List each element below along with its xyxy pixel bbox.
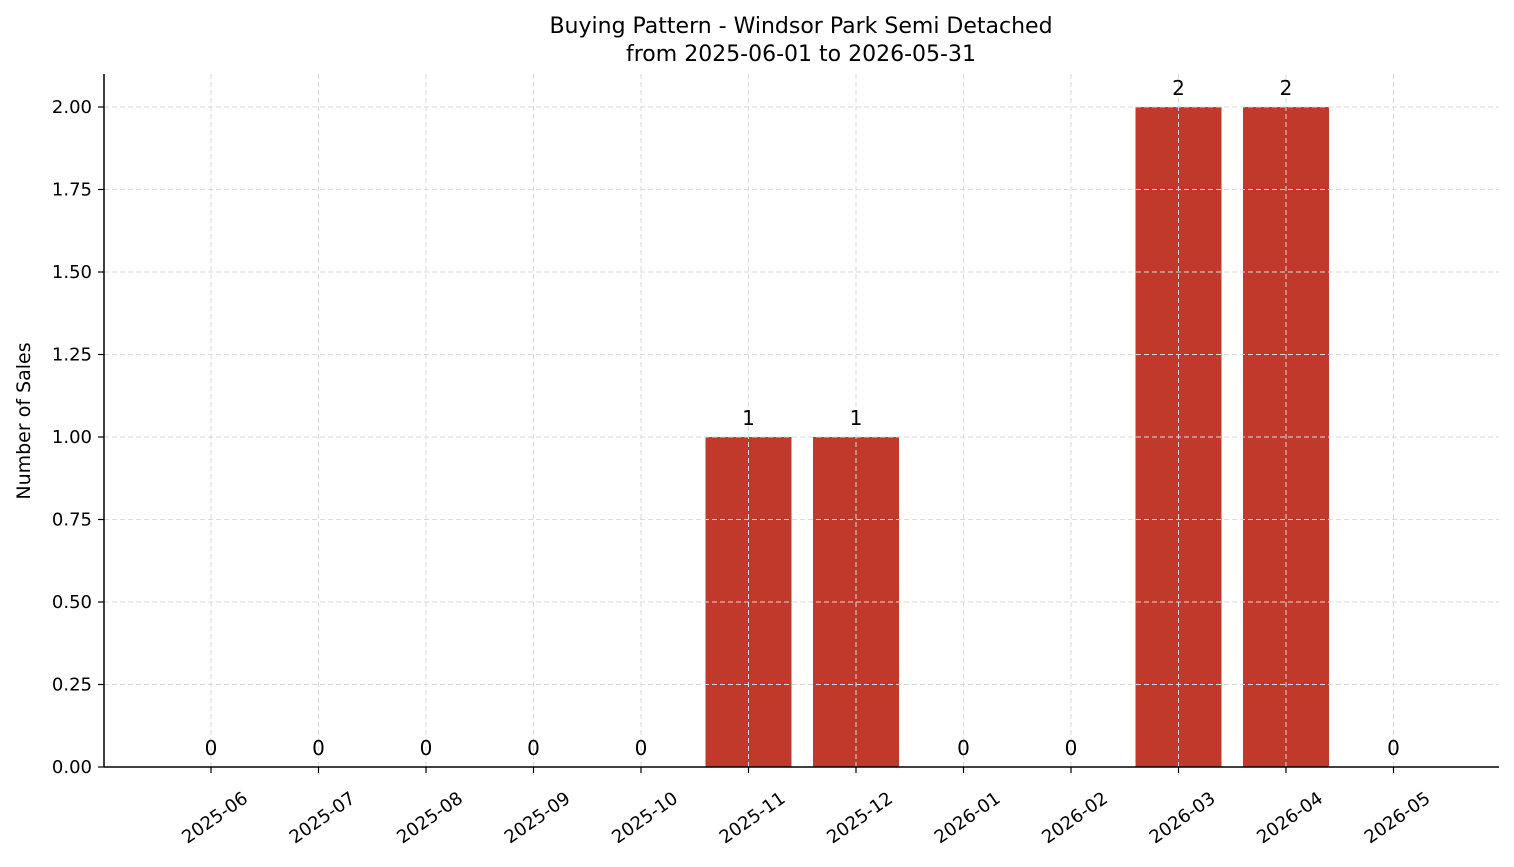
y-tick-label: 0.00 xyxy=(52,757,92,778)
y-tick-label: 1.00 xyxy=(52,427,92,448)
data-label-2026-04: 2 xyxy=(1280,76,1293,100)
data-label-2026-01: 0 xyxy=(957,736,970,760)
chart-title: Buying Pattern - Windsor Park Semi Detac… xyxy=(549,14,1052,39)
data-label-2026-02: 0 xyxy=(1065,736,1078,760)
y-tick-label: 1.25 xyxy=(52,345,92,366)
y-tick-label: 1.75 xyxy=(52,180,92,201)
x-tick-label: 2026-02 xyxy=(1038,788,1112,848)
data-label-2025-12: 1 xyxy=(850,406,863,430)
x-tick-label: 2025-10 xyxy=(608,788,682,848)
x-tick-label: 2025-08 xyxy=(393,788,467,848)
y-tick-label: 1.50 xyxy=(52,262,92,283)
y-axis-ticks: 0.00 0.25 0.50 0.75 1.00 1.25 1.50 1.75 2.00 xyxy=(52,97,104,778)
x-axis-ticks: 2025-06 2025-07 2025-08 2025-09 2025-10 2025-… xyxy=(178,767,1434,848)
data-label-2025-08: 0 xyxy=(420,736,433,760)
data-labels: 0 0 0 0 0 1 1 0 0 2 2 0 xyxy=(205,76,1400,760)
x-tick-label: 2025-06 xyxy=(178,788,252,848)
x-tick-label: 2026-05 xyxy=(1361,788,1435,848)
x-tick-label: 2026-03 xyxy=(1146,788,1220,848)
data-label-2025-06: 0 xyxy=(205,736,218,760)
data-label-2025-10: 0 xyxy=(635,736,648,760)
x-tick-label: 2025-12 xyxy=(823,788,897,848)
y-tick-label: 0.50 xyxy=(52,592,92,613)
data-label-2026-05: 0 xyxy=(1387,736,1400,760)
data-label-2025-09: 0 xyxy=(527,736,540,760)
data-label-2026-03: 2 xyxy=(1172,76,1185,100)
y-axis-label: Number of Sales xyxy=(13,342,35,499)
y-tick-label: 0.25 xyxy=(52,675,92,696)
y-tick-label: 2.00 xyxy=(52,97,92,118)
y-tick-label: 0.75 xyxy=(52,510,92,531)
data-label-2025-07: 0 xyxy=(312,736,325,760)
x-tick-label: 2025-11 xyxy=(716,788,790,848)
chart-subtitle: from 2025-06-01 to 2026-05-31 xyxy=(626,42,976,67)
data-label-2025-11: 1 xyxy=(742,406,755,430)
x-tick-label: 2026-04 xyxy=(1253,788,1327,848)
x-tick-label: 2026-01 xyxy=(931,788,1005,848)
x-tick-label: 2025-09 xyxy=(501,788,575,848)
x-tick-label: 2025-07 xyxy=(286,788,360,848)
